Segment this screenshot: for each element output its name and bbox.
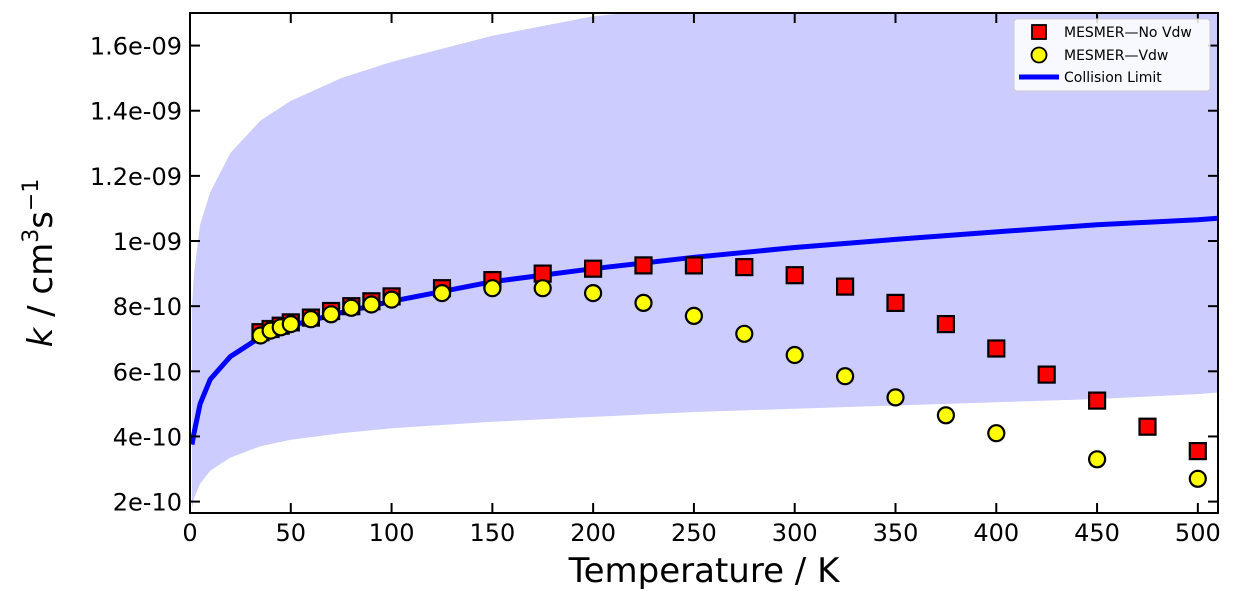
x-tick-label-0: 0 — [182, 519, 197, 547]
point-novdw-350 — [886, 293, 905, 312]
x-tick-label-50: 50 — [276, 519, 307, 547]
legend-label-novdw: MESMER—No Vdw — [1064, 25, 1192, 41]
y-tick-label-1: 4e-10 — [113, 423, 182, 451]
legend-marker-vdw — [1030, 46, 1048, 64]
point-vdw-375 — [936, 406, 956, 425]
point-novdw-400 — [987, 339, 1006, 358]
x-tick-label-250: 250 — [671, 519, 717, 547]
x-tick-label-300: 300 — [772, 519, 818, 547]
legend: MESMER—No Vdw MESMER—Vdw Collision Limit — [1013, 18, 1211, 92]
point-vdw-100 — [382, 290, 401, 309]
x-tick-label-450: 450 — [1074, 519, 1120, 547]
y-tick-label-5: 1.2e-09 — [90, 163, 182, 191]
point-novdw-375 — [936, 315, 956, 334]
y-tick-label-0: 2e-10 — [113, 489, 182, 517]
y-tick-label-7: 1.6e-09 — [90, 33, 182, 61]
point-novdw-300 — [785, 266, 804, 285]
point-vdw-200 — [583, 284, 603, 303]
point-vdw-50 — [281, 315, 300, 334]
y-tick-label-6: 1.4e-09 — [90, 98, 182, 126]
point-vdw-275 — [735, 324, 754, 343]
point-vdw-125 — [432, 284, 452, 303]
legend-label-vdw: MESMER—Vdw — [1064, 48, 1168, 64]
point-vdw-325 — [835, 367, 855, 386]
point-vdw-175 — [533, 279, 552, 298]
point-novdw-200 — [583, 259, 603, 278]
x-tick-label-400: 400 — [973, 519, 1019, 547]
point-vdw-300 — [785, 345, 804, 365]
point-vdw-250 — [684, 306, 704, 325]
point-novdw-225 — [634, 256, 653, 275]
x-tick-label-500: 500 — [1175, 519, 1221, 547]
y-tick-label-3: 8e-10 — [113, 293, 182, 321]
point-novdw-425 — [1037, 365, 1056, 384]
point-vdw-80 — [342, 298, 361, 317]
y-tick-label-4: 1e-09 — [113, 228, 182, 256]
x-tick-label-100: 100 — [369, 519, 415, 547]
x-axis-title: Temperature / K — [568, 551, 841, 591]
legend-box — [1013, 18, 1211, 92]
point-novdw-475 — [1138, 417, 1157, 436]
uncertainty-band — [192, 13, 1218, 509]
point-vdw-70 — [322, 305, 341, 324]
point-vdw-500 — [1188, 469, 1207, 488]
x-tick-label-350: 350 — [873, 519, 919, 547]
legend-marker-novdw — [1031, 24, 1047, 40]
point-novdw-275 — [735, 258, 754, 277]
y-tick-label-2: 6e-10 — [113, 358, 182, 386]
point-novdw-500 — [1188, 442, 1207, 461]
point-novdw-325 — [835, 277, 855, 296]
x-tick-label-200: 200 — [570, 519, 616, 547]
point-vdw-350 — [886, 388, 905, 407]
point-novdw-450 — [1087, 391, 1107, 410]
point-vdw-450 — [1087, 450, 1107, 469]
point-vdw-400 — [987, 424, 1006, 443]
point-vdw-60 — [301, 310, 320, 329]
point-novdw-250 — [684, 256, 704, 275]
y-axis-title: k / cm3s−1 — [19, 179, 61, 348]
point-vdw-150 — [483, 279, 502, 298]
point-vdw-90 — [362, 295, 381, 314]
plot-frame — [189, 12, 1219, 514]
legend-label-collision: Collision Limit — [1064, 70, 1162, 86]
point-vdw-225 — [634, 293, 653, 312]
x-tick-label-150: 150 — [469, 519, 515, 547]
